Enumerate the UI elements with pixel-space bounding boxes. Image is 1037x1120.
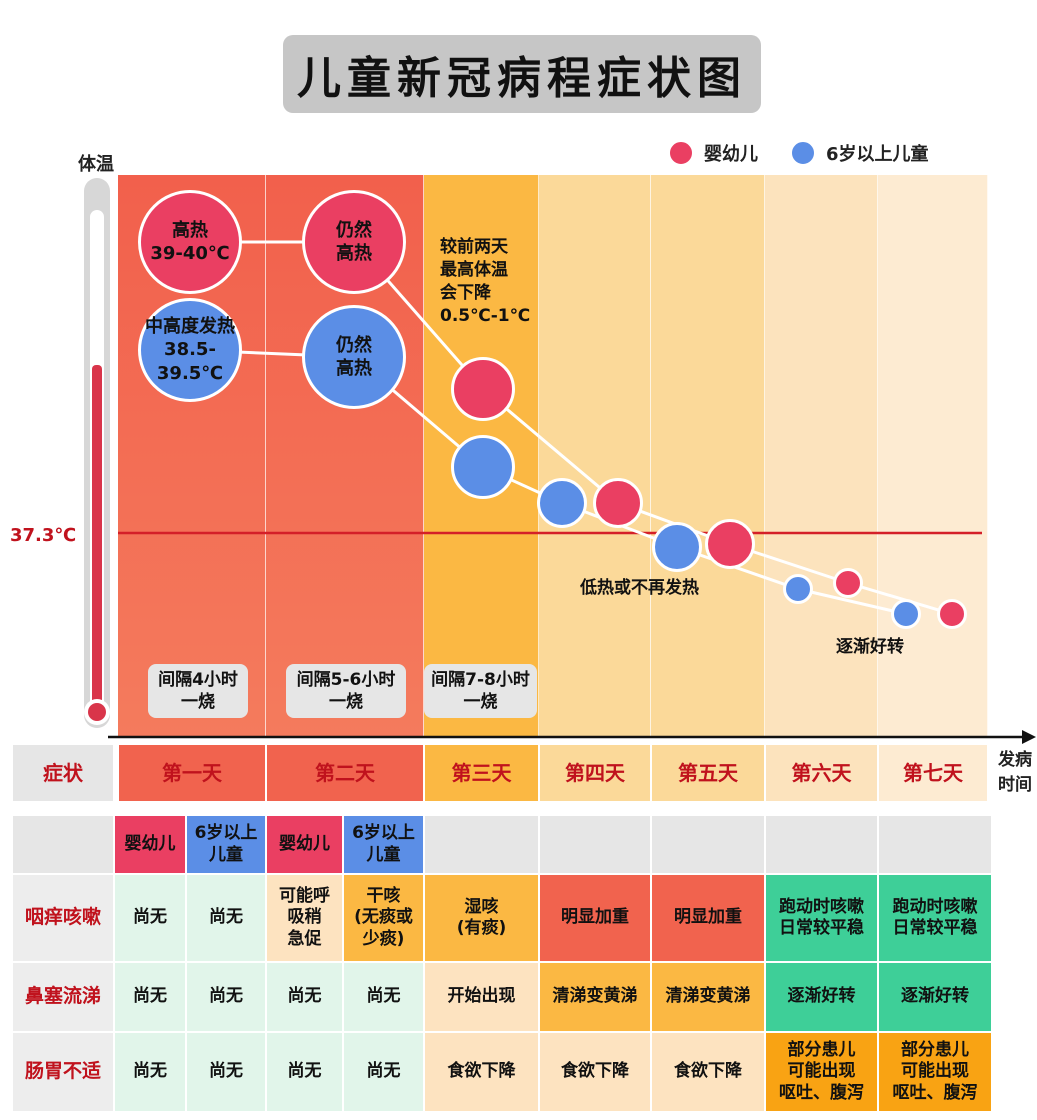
day-label-3: 第三天 xyxy=(424,744,539,802)
table-cell-r1-c8: 跑动时咳嗽 日常较平稳 xyxy=(765,874,878,962)
thermometer-bulb xyxy=(84,699,110,725)
subheader-3: 婴幼儿 xyxy=(266,815,343,874)
day-label-7: 第七天 xyxy=(878,744,988,802)
interval-day1-text: 间隔4小时 一烧 xyxy=(158,669,238,712)
child-point-day2: 仍然 高热 xyxy=(302,305,406,409)
infant-point-day6 xyxy=(833,568,863,598)
table-cell-r1-c6: 明显加重 xyxy=(539,874,651,962)
child-point-day3 xyxy=(451,435,515,499)
table-cell-r2-c2: 尚无 xyxy=(186,962,266,1032)
thermometer-mercury xyxy=(92,365,102,710)
annotation-recovery: 逐渐好转 xyxy=(836,637,904,657)
y-axis-label: 体温 xyxy=(78,154,114,175)
x-axis-label: 发病 时间 xyxy=(998,750,1032,795)
subheader-4: 6岁以上 儿童 xyxy=(343,815,424,874)
interval-day2-text: 间隔5-6小时 一烧 xyxy=(296,669,396,712)
day-column-5 xyxy=(651,175,765,737)
row-label-2: 鼻塞流涕 xyxy=(12,962,114,1032)
thermometer xyxy=(84,178,110,728)
legend-child-dot xyxy=(790,140,816,166)
table-cell-r3-c9: 部分患儿 可能出现 呕吐、腹泻 xyxy=(878,1032,992,1112)
subheader-2: 6岁以上 儿童 xyxy=(186,815,266,874)
table-cell-r3-c4: 尚无 xyxy=(343,1032,424,1112)
chart-title: 儿童新冠病程症状图 xyxy=(283,35,761,113)
infant-point-day5 xyxy=(705,519,755,569)
day-column-4 xyxy=(539,175,651,737)
infant-point-day1: 高热 39-40℃ xyxy=(138,190,242,294)
reference-line-label: 37.3℃ xyxy=(10,525,77,546)
legend-infant-label: 婴幼儿 xyxy=(704,144,758,165)
annotation-low-fever: 低热或不再发热 xyxy=(580,578,699,598)
child-point-day5 xyxy=(652,522,702,572)
subheader-blank-6 xyxy=(539,815,651,874)
table-cell-r1-c1: 尚无 xyxy=(114,874,186,962)
child-point-day7 xyxy=(891,599,921,629)
legend-infant-dot xyxy=(668,140,694,166)
table-cell-r3-c8: 部分患儿 可能出现 呕吐、腹泻 xyxy=(765,1032,878,1112)
child-point-day1: 中高度发热 38.5-39.5℃ xyxy=(138,298,242,402)
interval-day3-text: 间隔7-8小时 一烧 xyxy=(431,669,530,712)
day-label-4: 第四天 xyxy=(539,744,651,802)
annotation-day3: 较前两天 最高体温 会下降 0.5℃-1℃ xyxy=(440,237,531,326)
thermometer-inner xyxy=(90,210,104,710)
table-cell-r3-c2: 尚无 xyxy=(186,1032,266,1112)
table-cell-r1-c3: 可能呼 吸稍 急促 xyxy=(266,874,343,962)
table-cell-r2-c7: 清涕变黄涕 xyxy=(651,962,765,1032)
table-cell-r3-c3: 尚无 xyxy=(266,1032,343,1112)
legend-item-child: 6岁以上儿童 xyxy=(790,140,929,166)
subheader-blank-7 xyxy=(651,815,765,874)
subheader-blank-5 xyxy=(424,815,539,874)
table-cell-r2-c5: 开始出现 xyxy=(424,962,539,1032)
table-cell-r3-c5: 食欲下降 xyxy=(424,1032,539,1112)
subheader-blank-9 xyxy=(878,815,992,874)
table-cell-r1-c4: 干咳 (无痰或 少痰) xyxy=(343,874,424,962)
row-label-1: 咽痒咳嗽 xyxy=(12,874,114,962)
table-cell-r3-c6: 食欲下降 xyxy=(539,1032,651,1112)
table-cell-r3-c1: 尚无 xyxy=(114,1032,186,1112)
legend-child-label: 6岁以上儿童 xyxy=(826,144,929,165)
x-axis-arrow-icon xyxy=(1022,730,1036,744)
interval-day2: 间隔5-6小时 一烧 xyxy=(286,664,406,718)
table-cell-r3-c7: 食欲下降 xyxy=(651,1032,765,1112)
table-cell-r1-c5: 湿咳 (有痰) xyxy=(424,874,539,962)
infant-point-day7 xyxy=(937,599,967,629)
day-label-5: 第五天 xyxy=(651,744,765,802)
table-cell-r2-c6: 清涕变黄涕 xyxy=(539,962,651,1032)
legend-item-infant: 婴幼儿 xyxy=(668,140,758,166)
table-cell-r2-c8: 逐渐好转 xyxy=(765,962,878,1032)
table-cell-r1-c2: 尚无 xyxy=(186,874,266,962)
table-cell-r2-c4: 尚无 xyxy=(343,962,424,1032)
day-label-1: 第一天 xyxy=(118,744,266,802)
infant-point-day2: 仍然 高热 xyxy=(302,190,406,294)
infant-point-day4 xyxy=(593,478,643,528)
interval-day1: 间隔4小时 一烧 xyxy=(148,664,248,718)
day-row-header: 症状 xyxy=(12,744,114,802)
thermometer-bulb-fill xyxy=(88,703,106,721)
table-cell-r1-c7: 明显加重 xyxy=(651,874,765,962)
thermometer-tube xyxy=(84,178,110,728)
table-cell-r2-c3: 尚无 xyxy=(266,962,343,1032)
subheader-blank xyxy=(12,815,114,874)
subheader-1: 婴幼儿 xyxy=(114,815,186,874)
table-cell-r1-c9: 跑动时咳嗽 日常较平稳 xyxy=(878,874,992,962)
infant-point-day3 xyxy=(451,357,515,421)
day-label-6: 第六天 xyxy=(765,744,878,802)
table-cell-r2-c9: 逐渐好转 xyxy=(878,962,992,1032)
row-label-3: 肠胃不适 xyxy=(12,1032,114,1112)
child-point-day4 xyxy=(537,478,587,528)
interval-day3: 间隔7-8小时 一烧 xyxy=(424,664,537,718)
child-point-day6 xyxy=(783,574,813,604)
table-cell-r2-c1: 尚无 xyxy=(114,962,186,1032)
subheader-blank-8 xyxy=(765,815,878,874)
day-label-2: 第二天 xyxy=(266,744,424,802)
